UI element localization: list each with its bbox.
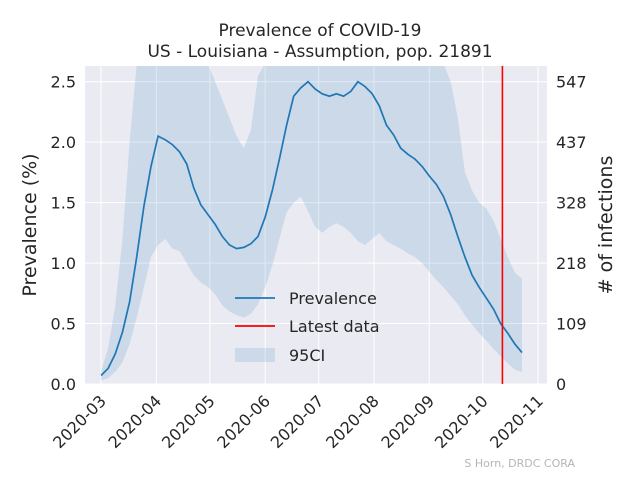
- legend-label-prevalence: Prevalence: [289, 289, 377, 308]
- y2-tick-label: 0: [556, 375, 566, 394]
- y-tick-label: 1.5: [51, 194, 76, 213]
- plot-area: [85, 66, 547, 384]
- legend-label-95ci: 95CI: [289, 346, 325, 365]
- y-tick-label: 2.5: [51, 73, 76, 92]
- legend-swatch-95ci: [235, 348, 275, 362]
- y2-tick-label: 437: [556, 133, 587, 152]
- plot-content: [100, 66, 523, 384]
- y-tick-label: 2.0: [51, 133, 76, 152]
- y-axis-left: 0.0 0.5 1.0 1.5 2.0 2.5: [51, 73, 76, 394]
- y-tick-label: 0.5: [51, 315, 76, 334]
- credit-text: S Horn, DRDC CORA: [464, 457, 575, 470]
- chart-title: Prevalence of COVID-19: [219, 21, 422, 41]
- grid-lines: [85, 66, 547, 385]
- y-axis-right: 0 109 218 328 437 547: [556, 73, 587, 394]
- chart-subtitle: US - Louisiana - Assumption, pop. 21891: [147, 42, 492, 62]
- y2-tick-label: 218: [556, 254, 587, 273]
- y2-tick-label: 547: [556, 73, 587, 92]
- y2-axis-label: # of infections: [595, 156, 617, 295]
- y-axis-label: Prevalence (%): [19, 153, 41, 296]
- legend-label-latest-data: Latest data: [289, 317, 380, 336]
- prevalence-line: [100, 80, 523, 377]
- y2-tick-label: 328: [556, 194, 587, 213]
- y-tick-label: 1.0: [51, 254, 76, 273]
- legend: Prevalence Latest data 95CI: [235, 289, 380, 365]
- ci-band: [101, 66, 522, 381]
- y2-tick-label: 109: [556, 315, 587, 334]
- y-tick-label: 0.0: [51, 375, 76, 394]
